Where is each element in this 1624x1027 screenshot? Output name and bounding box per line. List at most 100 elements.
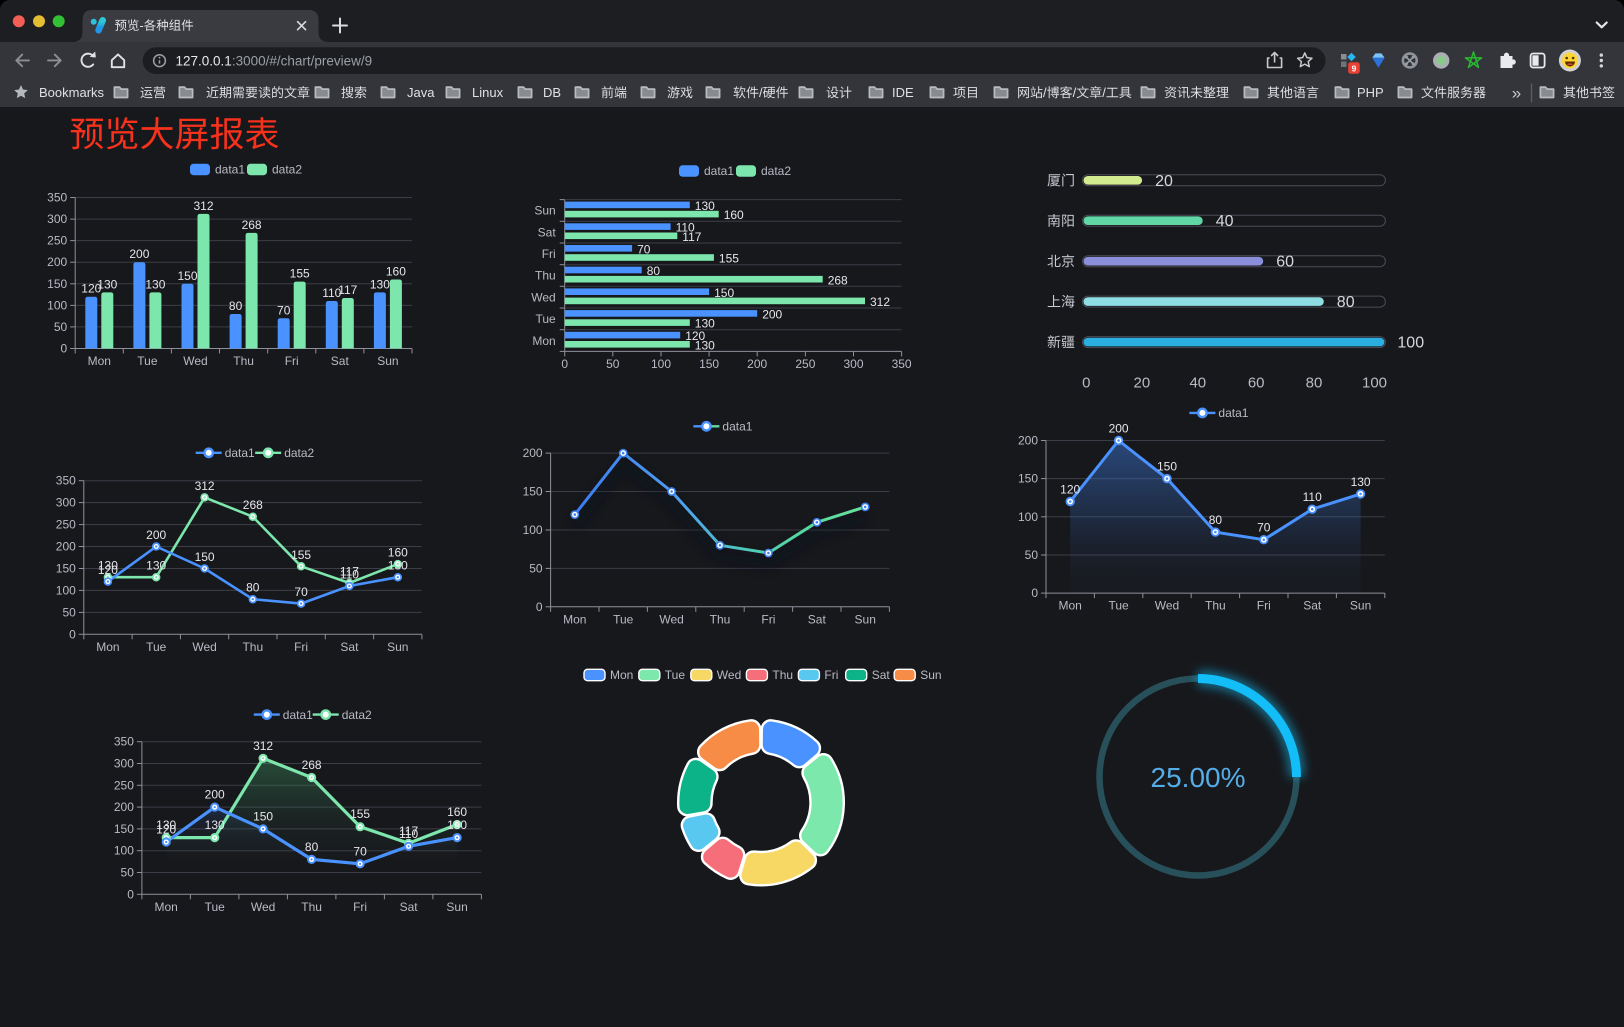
svg-text:Thu: Thu xyxy=(242,640,263,654)
svg-text:117: 117 xyxy=(399,824,418,838)
svg-text:DB: DB xyxy=(543,85,561,100)
svg-text:Tue: Tue xyxy=(137,354,158,368)
svg-text:110: 110 xyxy=(340,568,359,582)
svg-text:Wed: Wed xyxy=(192,640,216,654)
svg-text:data2: data2 xyxy=(272,163,302,177)
svg-text:»: » xyxy=(1512,83,1521,102)
svg-text:Bookmarks: Bookmarks xyxy=(39,85,105,100)
svg-text:data2: data2 xyxy=(284,446,314,460)
svg-text:Mon: Mon xyxy=(610,668,633,682)
svg-text:150: 150 xyxy=(56,562,76,576)
svg-text:120: 120 xyxy=(685,329,705,343)
svg-text:Thu: Thu xyxy=(710,612,731,626)
svg-text:Fri: Fri xyxy=(294,640,308,654)
svg-text:117: 117 xyxy=(340,565,359,579)
svg-text:Thu: Thu xyxy=(772,668,793,682)
svg-text:data1: data1 xyxy=(215,163,245,177)
svg-text:130: 130 xyxy=(156,818,176,832)
svg-text:70: 70 xyxy=(637,242,651,256)
svg-text:-: - xyxy=(140,19,144,33)
svg-text:Sun: Sun xyxy=(387,640,408,654)
svg-text:120: 120 xyxy=(156,823,176,837)
svg-text:80: 80 xyxy=(246,581,260,595)
svg-text:155: 155 xyxy=(291,548,311,562)
svg-text:200: 200 xyxy=(523,446,543,460)
svg-text:200: 200 xyxy=(56,540,76,554)
svg-text:100: 100 xyxy=(1018,510,1038,524)
svg-text:250: 250 xyxy=(47,234,67,248)
svg-text:Fri: Fri xyxy=(542,247,556,261)
svg-text:130: 130 xyxy=(370,277,390,291)
svg-text:/: / xyxy=(759,85,763,100)
svg-text:155: 155 xyxy=(350,807,370,821)
svg-text:70: 70 xyxy=(277,303,291,317)
svg-text:130: 130 xyxy=(145,277,165,291)
svg-text:250: 250 xyxy=(56,518,76,532)
svg-text:150: 150 xyxy=(195,550,215,564)
svg-text:Sun: Sun xyxy=(534,204,555,218)
svg-text:Mon: Mon xyxy=(563,612,586,626)
svg-text:127.0.0.1:3000/#/chart/preview: 127.0.0.1:3000/#/chart/preview/9 xyxy=(176,53,373,68)
svg-text:150: 150 xyxy=(114,822,134,836)
svg-text:0: 0 xyxy=(61,342,68,356)
svg-text:data1: data1 xyxy=(225,446,255,460)
svg-text:130: 130 xyxy=(695,317,715,331)
svg-text:130: 130 xyxy=(98,559,118,573)
svg-text:80: 80 xyxy=(647,264,661,278)
svg-text:/: / xyxy=(1102,85,1106,100)
svg-text:0: 0 xyxy=(1031,586,1038,600)
svg-text:40: 40 xyxy=(1189,375,1206,392)
svg-text:Fri: Fri xyxy=(1257,599,1271,613)
svg-text:Fri: Fri xyxy=(285,354,299,368)
svg-text:Linux: Linux xyxy=(472,85,504,100)
svg-text:200: 200 xyxy=(205,788,225,802)
svg-text:Sat: Sat xyxy=(340,640,359,654)
svg-text:Sun: Sun xyxy=(446,900,467,914)
svg-text:70: 70 xyxy=(1257,521,1271,535)
svg-text:Mon: Mon xyxy=(532,334,555,348)
svg-text:Wed: Wed xyxy=(717,668,741,682)
svg-text:130: 130 xyxy=(205,818,225,832)
svg-text:268: 268 xyxy=(242,218,262,232)
svg-text:100: 100 xyxy=(47,298,67,312)
svg-text:Sun: Sun xyxy=(377,354,398,368)
svg-text:200: 200 xyxy=(1109,422,1129,436)
svg-text:0: 0 xyxy=(1082,375,1090,392)
svg-text:150: 150 xyxy=(714,286,734,300)
svg-text:Mon: Mon xyxy=(155,900,178,914)
svg-text:IDE: IDE xyxy=(892,85,914,100)
svg-text:Sat: Sat xyxy=(872,668,891,682)
svg-text:200: 200 xyxy=(146,528,166,542)
svg-text:200: 200 xyxy=(47,255,67,269)
svg-text:25.00%: 25.00% xyxy=(1151,762,1246,793)
svg-text:Sat: Sat xyxy=(1303,599,1322,613)
svg-text:50: 50 xyxy=(1025,548,1039,562)
svg-text:Sat: Sat xyxy=(400,900,419,914)
svg-text:268: 268 xyxy=(243,498,263,512)
svg-text:9: 9 xyxy=(1352,63,1357,73)
svg-text:70: 70 xyxy=(294,585,308,599)
svg-text:200: 200 xyxy=(114,800,134,814)
svg-text:Tue: Tue xyxy=(665,668,686,682)
svg-text:Wed: Wed xyxy=(659,612,683,626)
svg-text:100: 100 xyxy=(56,583,76,597)
svg-text:150: 150 xyxy=(177,269,197,283)
svg-text:50: 50 xyxy=(529,561,543,575)
svg-text:20: 20 xyxy=(1155,173,1173,190)
svg-text:350: 350 xyxy=(47,191,67,205)
svg-text:80: 80 xyxy=(1337,294,1355,311)
svg-text:data1: data1 xyxy=(1218,406,1248,420)
svg-text:110: 110 xyxy=(676,221,695,235)
svg-text:200: 200 xyxy=(1018,434,1038,448)
svg-text:117: 117 xyxy=(682,230,701,244)
svg-text:150: 150 xyxy=(1157,460,1177,474)
svg-text:117: 117 xyxy=(338,283,357,297)
svg-text:155: 155 xyxy=(719,252,739,266)
svg-text:130: 130 xyxy=(1351,475,1371,489)
svg-text:60: 60 xyxy=(1276,254,1294,271)
svg-text:Tue: Tue xyxy=(205,900,226,914)
svg-text:0: 0 xyxy=(536,600,543,614)
svg-text:60: 60 xyxy=(1248,375,1265,392)
svg-text:Tue: Tue xyxy=(535,312,556,326)
svg-text:150: 150 xyxy=(699,357,719,371)
